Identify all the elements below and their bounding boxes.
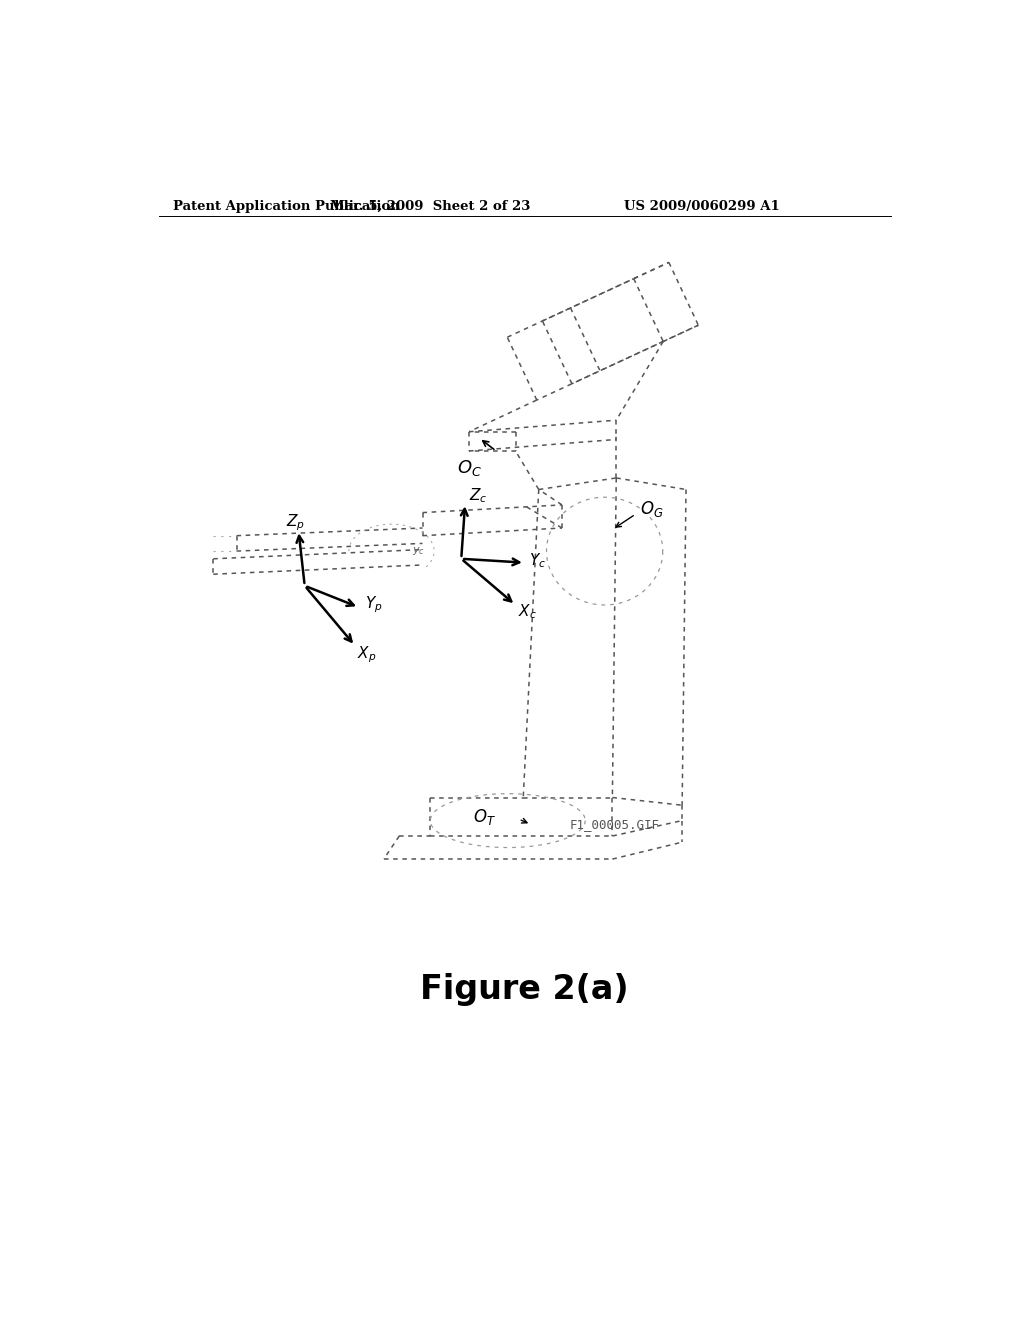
Text: $Z_p$: $Z_p$ bbox=[286, 512, 305, 533]
Text: US 2009/0060299 A1: US 2009/0060299 A1 bbox=[624, 199, 779, 213]
Text: $X_c$: $X_c$ bbox=[518, 602, 537, 620]
Text: $X_p$: $X_p$ bbox=[357, 644, 377, 665]
Text: Patent Application Publication: Patent Application Publication bbox=[173, 199, 399, 213]
Text: $O_T$: $O_T$ bbox=[473, 807, 496, 826]
Text: $Y_p$: $Y_p$ bbox=[366, 595, 383, 615]
Text: $y_c$: $y_c$ bbox=[412, 545, 425, 557]
Text: $O_G$: $O_G$ bbox=[640, 499, 663, 519]
Text: $Z_c$: $Z_c$ bbox=[469, 486, 487, 506]
Text: Figure 2(a): Figure 2(a) bbox=[421, 974, 629, 1006]
Text: F1_00005.GIF: F1_00005.GIF bbox=[569, 818, 659, 832]
Text: $Y_c$: $Y_c$ bbox=[529, 552, 547, 570]
Text: Mar. 5, 2009  Sheet 2 of 23: Mar. 5, 2009 Sheet 2 of 23 bbox=[330, 199, 530, 213]
Text: $O_C$: $O_C$ bbox=[457, 458, 481, 478]
